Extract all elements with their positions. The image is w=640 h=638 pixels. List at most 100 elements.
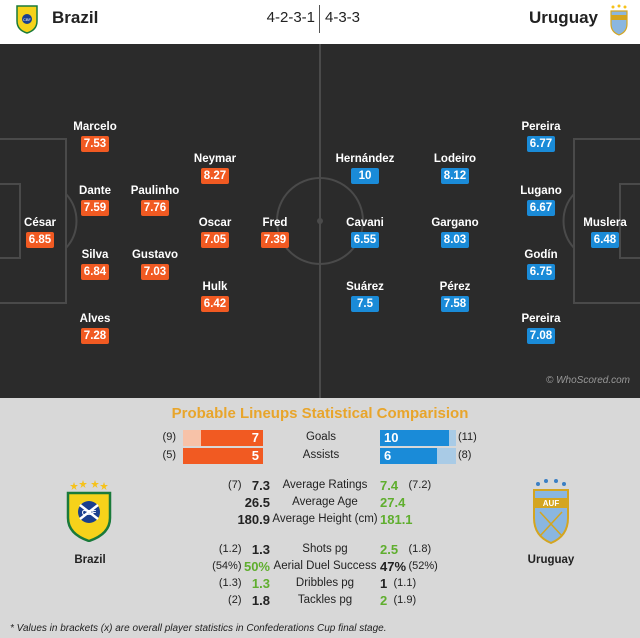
home-bracket-value: (1.2) <box>218 543 242 555</box>
match-header: CBF Brazil 4-2-3-1 4-3-3 Uruguay <box>0 0 640 38</box>
away-player[interactable]: Godín 6.75 <box>506 248 576 280</box>
home-player[interactable]: Silva 6.84 <box>60 248 130 280</box>
away-player[interactable]: Cavani 6.55 <box>330 216 400 248</box>
stat-label: Assists <box>302 449 340 461</box>
away-stat-value: 1 <box>380 576 388 591</box>
player-rating: 7.5 <box>351 296 379 312</box>
player-name: Hulk <box>202 281 228 293</box>
away-stat-value: 7.4 <box>380 478 399 493</box>
home-player[interactable]: Hulk 6.42 <box>180 280 250 312</box>
home-player[interactable]: Oscar 7.05 <box>180 216 250 248</box>
header-divider <box>319 5 320 33</box>
home-player[interactable]: César 6.85 <box>5 216 75 248</box>
away-player[interactable]: Pérez 7.58 <box>420 280 490 312</box>
home-bracket-value: (1.3) <box>218 577 242 589</box>
away-bracket-value: (7.2) <box>408 479 432 491</box>
stats-panel: Probable Lineups Statistical Comparision… <box>0 398 640 638</box>
home-stat-value: 1.3 <box>251 576 270 591</box>
home-stat-value: 180.9 <box>237 512 270 527</box>
away-badge-team-name: Uruguay <box>527 554 575 566</box>
brazil-large-crest-icon: CBF <box>66 480 112 542</box>
player-rating: 6.85 <box>26 232 54 248</box>
home-bracket-value: (54%) <box>212 560 242 572</box>
home-bracket-value: (2) <box>228 594 242 606</box>
away-player[interactable]: Pereira 7.08 <box>506 312 576 344</box>
away-player[interactable]: Muslera 6.48 <box>570 216 640 248</box>
player-rating: 7.28 <box>81 328 109 344</box>
player-rating: 7.58 <box>441 296 469 312</box>
player-name: Pérez <box>439 281 471 293</box>
player-name: Neymar <box>193 153 237 165</box>
player-name: Dante <box>79 185 111 197</box>
whoscored-watermark: © WhoScored.com <box>545 375 630 386</box>
player-rating: 6.67 <box>527 200 555 216</box>
away-player[interactable]: Hernández 10 <box>330 152 400 184</box>
stat-row: (1.3) 1.3 Dribbles pg 1 (1.1) <box>0 576 640 592</box>
player-name: Pereira <box>521 121 561 133</box>
away-stat-value: 181.1 <box>380 512 413 527</box>
home-bracket-value: (7) <box>228 479 242 491</box>
away-stat-value: 2.5 <box>380 542 399 557</box>
player-rating: 7.39 <box>261 232 289 248</box>
player-rating: 6.42 <box>201 296 229 312</box>
player-rating: 7.03 <box>141 264 169 280</box>
away-player[interactable]: Gargano 8.03 <box>420 216 490 248</box>
uruguay-crest-icon <box>610 4 628 36</box>
home-player[interactable]: Marcelo 7.53 <box>60 120 130 152</box>
player-name: Godín <box>524 249 558 261</box>
home-stat-value: 7.3 <box>251 478 270 493</box>
stat-label: Average Height (cm) <box>272 513 378 525</box>
away-player[interactable]: Suárez 7.5 <box>330 280 400 312</box>
player-name: Muslera <box>583 217 627 229</box>
away-player[interactable]: Pereira 6.77 <box>506 120 576 152</box>
player-name: Cavani <box>346 217 384 229</box>
player-name: Silva <box>81 249 109 261</box>
pitch: César 6.85 Marcelo 7.53 Dante 7.59 Silva 6.84 Al… <box>0 44 640 398</box>
player-rating: 8.12 <box>441 168 469 184</box>
player-name: Paulinho <box>130 185 180 197</box>
home-bracket-value: (9) <box>162 431 176 443</box>
stat-row: 26.5 Average Age 27.4 <box>0 495 640 511</box>
away-player[interactable]: Lodeiro 8.12 <box>420 152 490 184</box>
stat-label: Aerial Duel Success <box>273 560 377 572</box>
home-player[interactable]: Paulinho 7.76 <box>120 184 190 216</box>
player-name: Gargano <box>431 217 479 229</box>
home-player[interactable]: Dante 7.59 <box>60 184 130 216</box>
away-bracket-value: (1.8) <box>408 543 432 555</box>
player-name: Marcelo <box>73 121 117 133</box>
player-rating: 6.77 <box>527 136 555 152</box>
away-bar-fill: 6 <box>380 448 437 464</box>
stat-label: Dribbles pg <box>295 577 355 589</box>
stat-label: Average Age <box>292 496 358 508</box>
pitch-lines <box>0 44 640 398</box>
uruguay-large-crest-icon: AUF <box>533 479 569 544</box>
stat-row: 180.9 Average Height (cm) 181.1 <box>0 512 640 528</box>
stat-row: (54%) 50% Aerial Duel Success 47% (52%) <box>0 559 640 575</box>
home-player[interactable]: Fred 7.39 <box>240 216 310 248</box>
stat-bar-row: (5) 5 Assists 6 (8) <box>0 448 640 464</box>
player-rating: 7.76 <box>141 200 169 216</box>
away-player[interactable]: Lugano 6.67 <box>506 184 576 216</box>
away-team-name: Uruguay <box>529 8 598 27</box>
stat-bar-row: (9) 7 Goals 10 (11) <box>0 430 640 446</box>
player-name: Suárez <box>346 281 384 293</box>
away-stat-value: 27.4 <box>380 495 406 510</box>
svg-text:CBF: CBF <box>82 510 97 517</box>
away-bracket-value: (52%) <box>408 560 438 572</box>
player-name: Gustavo <box>131 249 178 261</box>
home-bar-value: 7 <box>251 430 259 445</box>
svg-text:CBF: CBF <box>23 17 32 22</box>
away-bracket-value: (11) <box>458 431 477 443</box>
away-bracket-value: (1.9) <box>393 594 417 606</box>
player-rating: 7.59 <box>81 200 109 216</box>
player-rating: 8.27 <box>201 168 229 184</box>
home-player[interactable]: Gustavo 7.03 <box>120 248 190 280</box>
stat-row: (1.2) 1.3 Shots pg 2.5 (1.8) <box>0 542 640 558</box>
player-name: Lugano <box>520 185 562 197</box>
home-stat-value: 1.8 <box>251 593 270 608</box>
home-player[interactable]: Alves 7.28 <box>60 312 130 344</box>
away-bar-value: 6 <box>384 448 392 463</box>
home-stat-value: 1.3 <box>251 542 270 557</box>
stat-label: Average Ratings <box>282 479 368 491</box>
home-player[interactable]: Neymar 8.27 <box>180 152 250 184</box>
